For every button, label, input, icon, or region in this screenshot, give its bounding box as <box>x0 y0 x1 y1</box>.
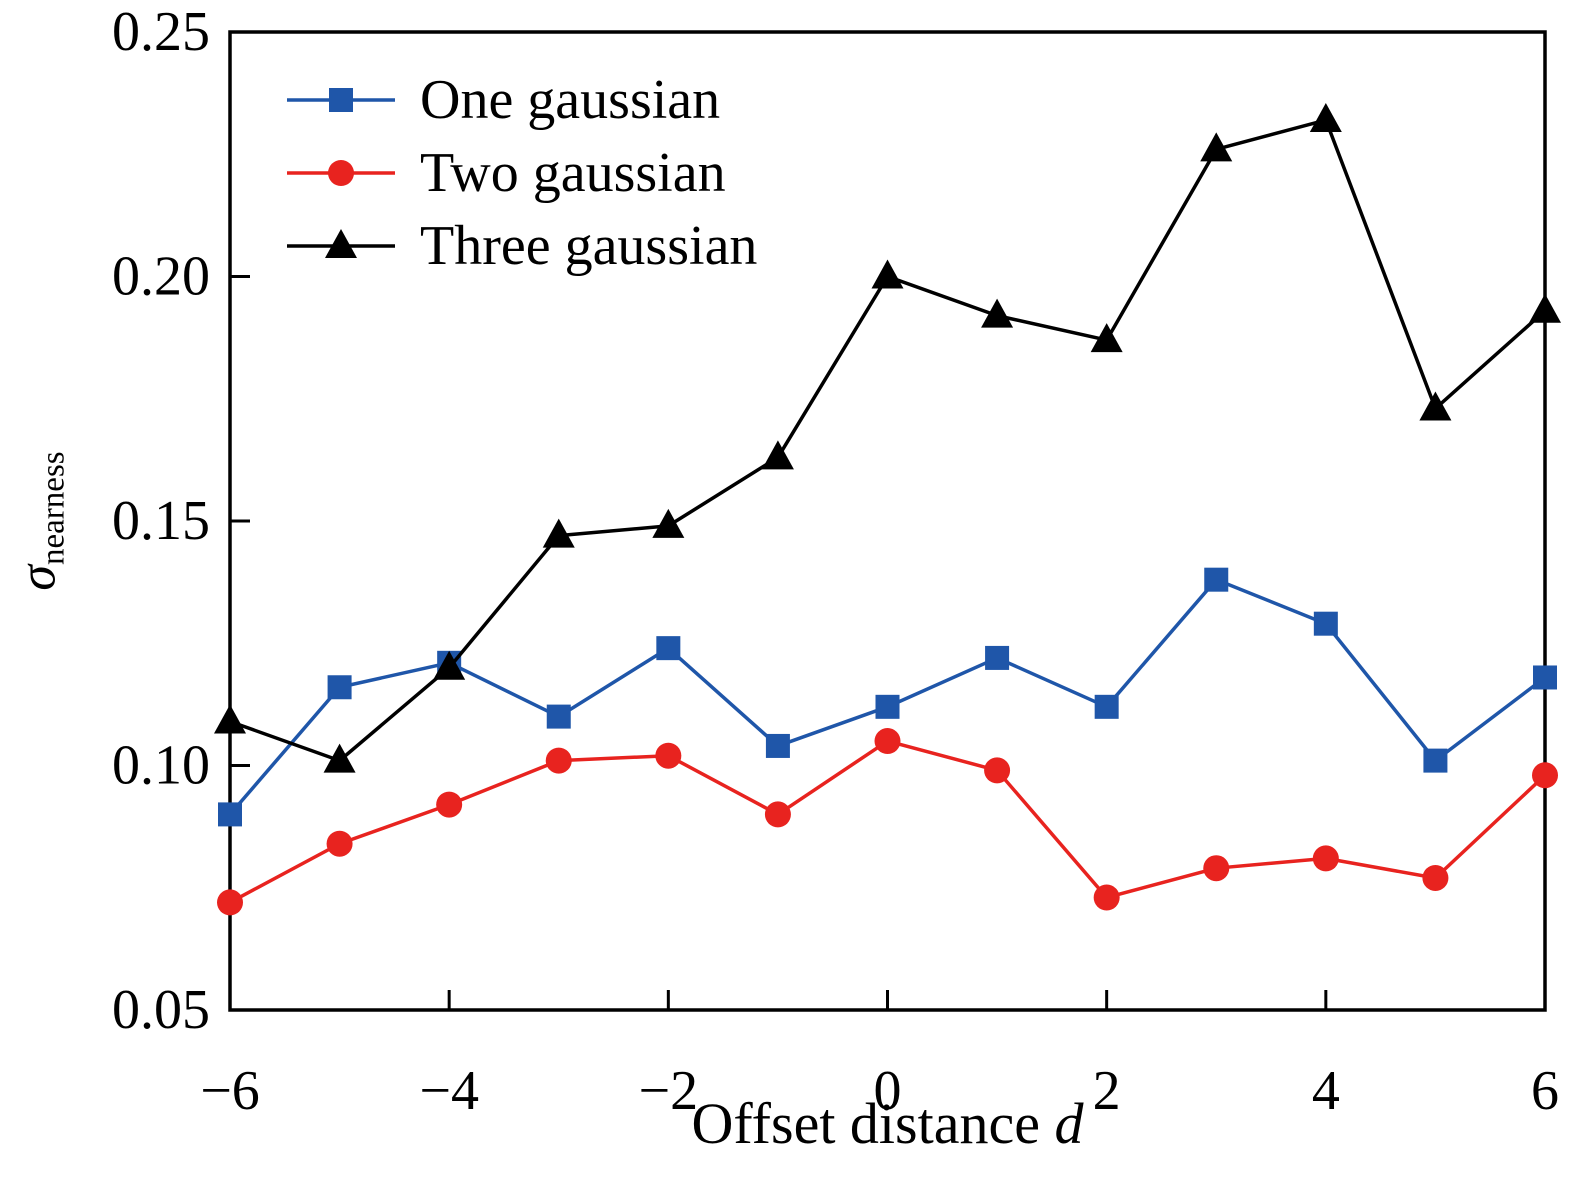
legend: One gaussian Two gaussian Three gaussian <box>287 69 757 277</box>
legend-entry-three-gaussian: Three gaussian <box>287 215 757 277</box>
square-marker-one-gaussian <box>656 636 681 661</box>
triangle-marker-three-gaussian <box>761 440 794 470</box>
series-three-gaussian <box>214 103 1561 773</box>
square-marker-one-gaussian <box>1533 665 1557 690</box>
y-tick-label: 0.15 <box>112 490 210 552</box>
x-tick-label: 2 <box>1093 1060 1121 1122</box>
circle-marker-two-gaussian <box>545 747 572 774</box>
legend-entry-two-gaussian: Two gaussian <box>287 142 726 204</box>
y-tick-label: 0.05 <box>112 979 210 1041</box>
circle-marker-two-gaussian <box>326 830 353 857</box>
series-line-two-gaussian <box>229 739 1547 904</box>
y-tick-label: 0.25 <box>112 1 210 63</box>
triangle-marker-three-gaussian <box>1090 323 1123 353</box>
x-tick-label: 6 <box>1531 1060 1559 1122</box>
series-one-gaussian <box>218 567 1557 827</box>
triangle-marker-three-gaussian <box>433 650 466 680</box>
x-tick-label: −4 <box>419 1060 479 1122</box>
square-marker-one-gaussian <box>218 802 242 827</box>
circle-marker-two-gaussian <box>1532 762 1558 789</box>
triangle-marker-legend-three-gaussian <box>325 229 357 258</box>
x-tick-label: −2 <box>639 1060 699 1122</box>
y-tick-label: 0.20 <box>112 246 210 308</box>
triangle-marker-three-gaussian <box>1309 103 1342 133</box>
x-tick-label: 0 <box>874 1060 902 1122</box>
square-marker-one-gaussian <box>327 675 352 700</box>
legend-label-two-gaussian: Two gaussian <box>420 142 726 204</box>
circle-marker-two-gaussian <box>874 728 901 755</box>
circle-marker-two-gaussian <box>1093 884 1120 911</box>
square-marker-one-gaussian <box>875 694 900 719</box>
legend-label-three-gaussian: Three gaussian <box>420 215 757 277</box>
circle-marker-two-gaussian <box>984 757 1011 784</box>
triangle-marker-three-gaussian <box>652 508 685 538</box>
square-marker-one-gaussian <box>1204 567 1229 592</box>
square-marker-one-gaussian <box>1313 611 1338 636</box>
circle-marker-two-gaussian <box>655 742 682 769</box>
circle-marker-two-gaussian <box>1422 864 1449 891</box>
x-tick-label: −6 <box>200 1060 260 1122</box>
y-tick-label: 0.10 <box>112 735 210 797</box>
axis-box <box>228 30 1547 1012</box>
triangle-marker-three-gaussian <box>323 743 356 773</box>
square-marker-one-gaussian <box>985 645 1010 670</box>
triangle-marker-three-gaussian <box>1200 132 1233 162</box>
circle-marker-two-gaussian <box>217 889 243 916</box>
triangle-marker-three-gaussian <box>1419 391 1452 421</box>
triangle-marker-three-gaussian <box>214 704 246 734</box>
circle-marker-two-gaussian <box>764 801 791 828</box>
x-tick-label: 4 <box>1312 1060 1340 1122</box>
x-axis-label: Offset distance d <box>230 1090 1545 1157</box>
triangle-marker-three-gaussian <box>871 259 904 289</box>
triangle-marker-three-gaussian <box>981 298 1014 328</box>
series-two-gaussian <box>217 728 1558 916</box>
x-axis-label-variable: d <box>1054 1091 1084 1156</box>
circle-marker-two-gaussian <box>436 791 463 818</box>
square-marker-one-gaussian <box>1423 748 1448 773</box>
square-marker-one-gaussian <box>1094 694 1119 719</box>
circle-marker-two-gaussian <box>1203 855 1230 882</box>
legend-label-one-gaussian: One gaussian <box>420 69 720 131</box>
x-axis-label-text: Offset distance <box>691 1091 1055 1156</box>
legend-entry-one-gaussian: One gaussian <box>287 69 720 131</box>
circle-marker-two-gaussian <box>1312 845 1339 872</box>
triangle-marker-three-gaussian <box>542 518 575 548</box>
triangle-marker-three-gaussian <box>1529 293 1561 323</box>
circle-marker-legend-two-gaussian <box>328 160 354 186</box>
square-marker-one-gaussian <box>765 733 790 758</box>
square-marker-legend-one-gaussian <box>329 88 353 112</box>
square-marker-one-gaussian <box>546 704 571 729</box>
